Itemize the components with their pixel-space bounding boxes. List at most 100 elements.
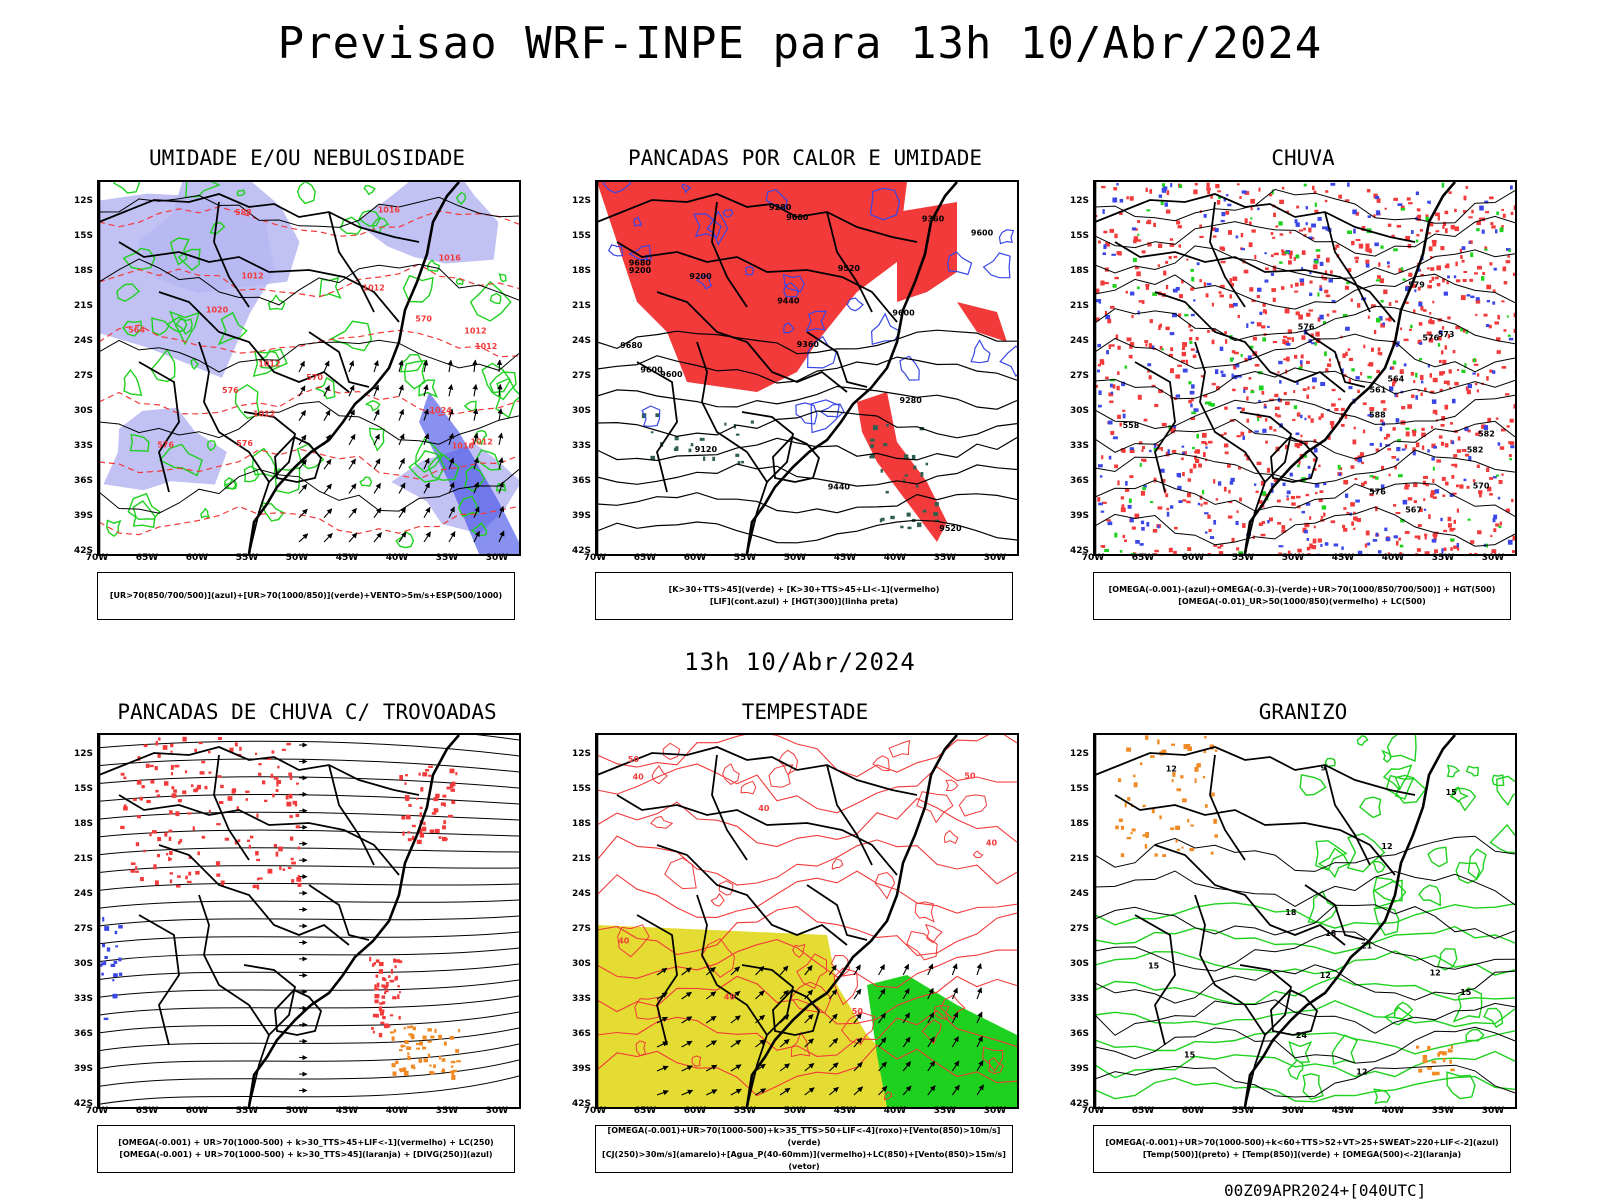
latitude-label: 15S (571, 784, 591, 794)
geopotential-height-contour (1095, 367, 1515, 400)
omega-strong-area (1104, 182, 1512, 554)
longitude-label: 30W (983, 553, 1007, 563)
latitude-label: 33S (1069, 994, 1089, 1004)
latitude-label: 33S (73, 441, 93, 451)
omega-500-area (1416, 1045, 1455, 1076)
wind-vectors-850hpa (656, 963, 984, 1096)
contour-label: 1012 (471, 437, 493, 446)
latitude-label: 15S (73, 784, 93, 794)
longitude-label: 45W (1331, 553, 1355, 563)
contour-label: 576 (236, 439, 253, 448)
panel-title: PANCADAS DE CHUVA C/ TROVOADAS (117, 700, 497, 724)
temp-850-contour (1095, 902, 1515, 929)
contour-label: 9520 (838, 264, 861, 273)
contour-label: 12 (1430, 969, 1441, 978)
contour-label: 1024 (430, 406, 453, 415)
latitude-label: 33S (571, 994, 591, 1004)
contour-label: 588 (235, 208, 252, 217)
latitude-label: 33S (571, 441, 591, 451)
instability-region (957, 302, 1007, 342)
latitude-label: 12S (571, 749, 591, 759)
longitude-label: 55W (235, 1106, 259, 1116)
latitude-label: 36S (73, 476, 93, 486)
latitude-label: 36S (571, 1029, 591, 1039)
temp-850-contour (1095, 999, 1515, 1028)
latitude-label: 24S (571, 336, 591, 346)
jet-stream-area (597, 925, 897, 1107)
longitude-label: 30W (983, 1106, 1007, 1116)
longitude-label: 55W (733, 553, 757, 563)
geopotential-height-contour (597, 463, 1017, 487)
latitude-label: 42S (1069, 1099, 1089, 1109)
streamlines-250hpa (99, 735, 519, 1105)
contour-labels: 40 50 40 50 40 50 40 40 (618, 755, 997, 1016)
longitude-label: 70W (1081, 1106, 1105, 1116)
geopotential-height-contour (1095, 188, 1515, 224)
contour-label: 1020 (206, 306, 229, 315)
contour-label: 24 (1296, 1031, 1308, 1040)
legend-line: [OMEGA(-0.001) + UR>70(1000-500) + k>30_… (119, 1150, 493, 1159)
contour-label: 588 (1369, 411, 1386, 420)
forecast-map (97, 733, 521, 1109)
contour-label: 15 (1460, 988, 1472, 997)
contour-label: 9200 (629, 266, 652, 275)
latitude-label: 18S (1069, 266, 1089, 276)
panel-title: PANCADAS POR CALOR E UMIDADE (627, 146, 982, 170)
panel-title: TEMPESTADE (741, 700, 869, 724)
contour-labels: 12 12 15 15 12 9 12 15 18 21 24 18 12 15 (1148, 763, 1472, 1076)
latitude-label: 39S (73, 511, 93, 521)
omega-humidity-area (1095, 182, 1515, 554)
longitude-label: 35W (435, 553, 459, 563)
geopotential-height-contour (1095, 305, 1515, 345)
longitude-label: 55W (1231, 553, 1255, 563)
legend-line: [OMEGA(-0.001)-(azul)+OMEGA(-0.3)-(verde… (1108, 585, 1496, 594)
panel-title: GRANIZO (1258, 700, 1348, 724)
panel-title: UMIDADE E/OU NEBULOSIDADE (148, 146, 466, 170)
instability-region (857, 392, 947, 542)
temp-500-contour (1095, 870, 1515, 907)
showers-area (389, 1025, 461, 1080)
geopotential-height-contour (1095, 215, 1515, 257)
contour-label: 1012 (241, 272, 263, 281)
contour-label: 576 (1298, 322, 1315, 331)
contour-label: 9 (1321, 763, 1327, 772)
latitude-label: 36S (1069, 476, 1089, 486)
contour-labels: 1012101210121012101210121012101610161016… (128, 206, 497, 451)
contour-label: 9440 (828, 483, 851, 492)
thickness-contour (99, 505, 519, 536)
longitude-label: 50W (285, 553, 309, 563)
latitude-label: 39S (571, 1064, 591, 1074)
latitude-label: 27S (1069, 924, 1089, 934)
temp-500-contour (1095, 999, 1515, 1036)
contour-label: 18 (1325, 929, 1337, 938)
instability-region (597, 182, 907, 392)
main-title: Previsao WRF-INPE para 13h 10/Abr/2024 (277, 18, 1323, 69)
longitude-label: 35W (1431, 553, 1455, 563)
legend-line: [Temp(500)](preto) + [Temp(850)](verde) … (1142, 1150, 1462, 1159)
omega-weak-area (1095, 182, 1515, 554)
coastline (1095, 182, 1456, 554)
latitude-label: 39S (1069, 1064, 1089, 1074)
temp-500-contour (1095, 835, 1515, 872)
contour-label: 40 (758, 804, 770, 813)
state-borders (99, 746, 420, 1107)
longitude-label: 65W (633, 1106, 657, 1116)
precipitable-water-contour (597, 797, 1017, 848)
coastline (99, 182, 460, 554)
latitude-label: 42S (571, 546, 591, 556)
contour-label: 12 (1320, 971, 1331, 980)
contour-label: 40 (633, 773, 645, 782)
panel-legend: [OMEGA(-0.001)-(azul)+OMEGA(-0.3)-(verde… (1093, 572, 1511, 620)
geopotential-height-contour (597, 385, 1017, 410)
contour-label: 15 (1148, 962, 1160, 971)
geopotential-height-contour (597, 492, 1017, 514)
latitude-label: 21S (73, 854, 93, 864)
contour-label: 558 (1123, 421, 1140, 430)
longitude-label: 70W (85, 1106, 109, 1116)
longitude-label: 60W (185, 553, 209, 563)
forecast-map: 588 582 576 582 576 579 573 576 570 567 564 561 558 (1093, 180, 1517, 556)
longitude-label: 50W (783, 553, 807, 563)
latitude-label: 42S (571, 1099, 591, 1109)
temp-850-contours (1287, 735, 1515, 1105)
legend-line: [OMEGA(-0.001)+UR>70(1000-500)+k<60+TTS>… (1105, 1138, 1499, 1147)
